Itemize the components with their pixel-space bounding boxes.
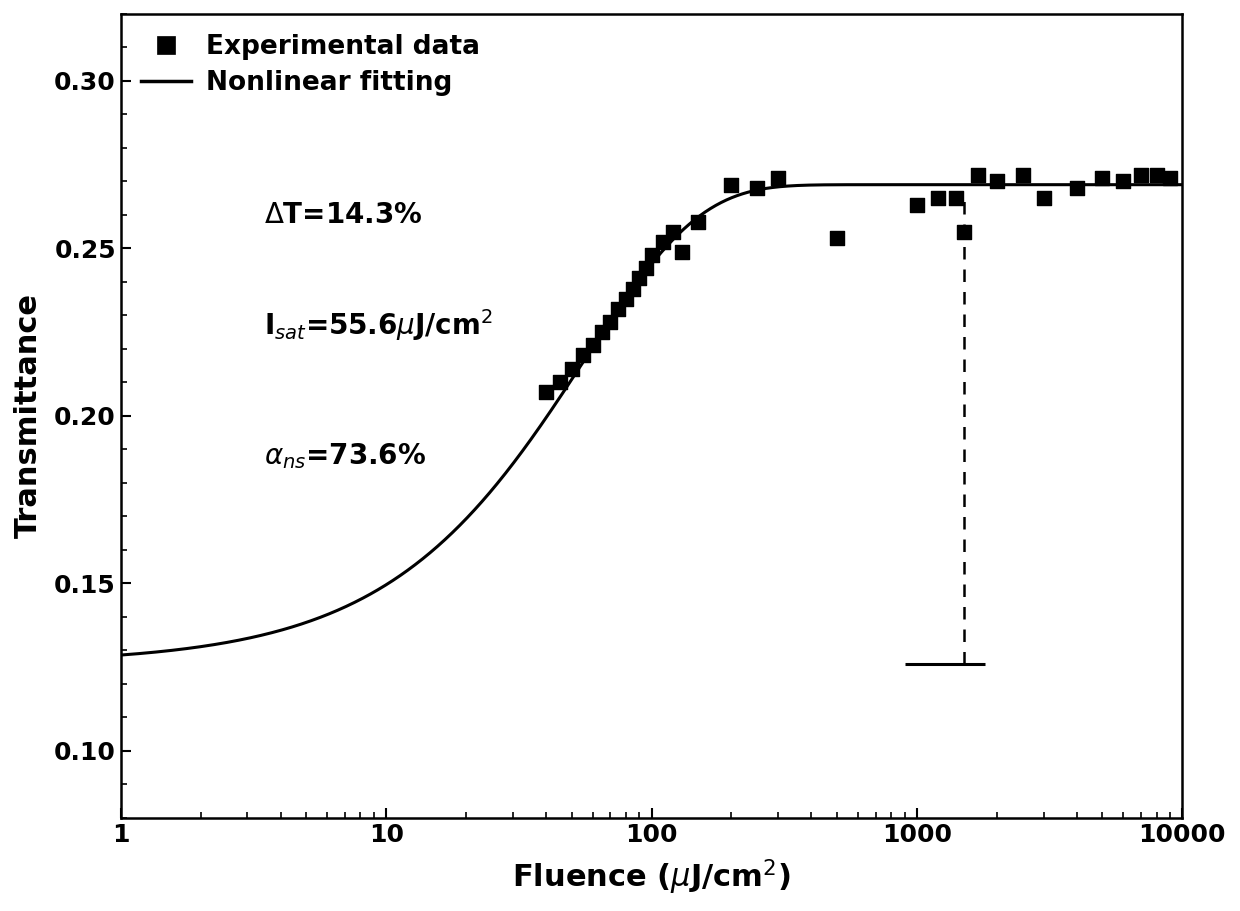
Point <box>1114 174 1133 189</box>
Point <box>928 190 947 205</box>
X-axis label: Fluence ($\mu$J/cm$^2$): Fluence ($\mu$J/cm$^2$) <box>512 857 791 897</box>
Point <box>641 248 661 262</box>
Point <box>688 214 708 229</box>
Point <box>968 168 988 182</box>
Point <box>600 314 620 329</box>
Point <box>630 271 650 286</box>
Point <box>769 170 789 185</box>
Point <box>722 178 742 192</box>
Point <box>549 375 569 390</box>
Point <box>987 174 1007 189</box>
Point <box>906 198 926 212</box>
Point <box>827 231 847 246</box>
Point <box>1147 168 1167 182</box>
Legend: Experimental data, Nonlinear fitting: Experimental data, Nonlinear fitting <box>130 24 490 106</box>
Point <box>1066 180 1086 195</box>
Point <box>954 224 973 239</box>
Point <box>616 292 636 306</box>
Y-axis label: Transmittance: Transmittance <box>14 293 43 538</box>
Point <box>748 180 768 195</box>
Point <box>1161 170 1180 185</box>
Point <box>652 234 672 249</box>
Text: $\alpha_{ns}$=73.6%: $\alpha_{ns}$=73.6% <box>264 441 427 471</box>
Point <box>573 348 593 363</box>
Point <box>946 190 966 205</box>
Point <box>609 302 629 316</box>
Text: $\Delta$T=14.3%: $\Delta$T=14.3% <box>264 200 423 229</box>
Point <box>583 338 603 353</box>
Point <box>672 244 692 259</box>
Point <box>1131 168 1151 182</box>
Text: $\mathbf{I}_{sat}$=55.6$\mu$J/cm$^2$: $\mathbf{I}_{sat}$=55.6$\mu$J/cm$^2$ <box>264 308 494 343</box>
Point <box>662 224 682 239</box>
Point <box>636 261 656 276</box>
Point <box>622 281 642 296</box>
Point <box>1013 168 1033 182</box>
Point <box>536 385 556 400</box>
Point <box>1034 190 1054 205</box>
Point <box>591 324 611 339</box>
Point <box>562 362 582 376</box>
Point <box>1092 170 1112 185</box>
